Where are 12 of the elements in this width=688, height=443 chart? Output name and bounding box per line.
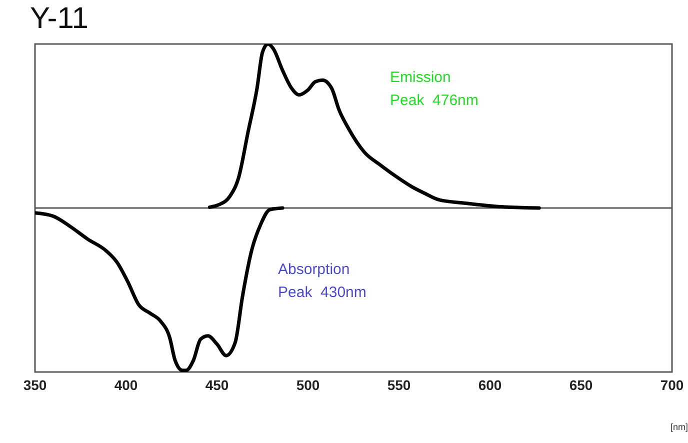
annotation: Absorption Peak 430nm xyxy=(278,260,366,303)
annotation: Emission Peak 476nm xyxy=(390,68,478,111)
chart-title: Y-11 xyxy=(30,2,88,36)
x-tick-label: 450 xyxy=(205,376,229,393)
x-tick-label: 400 xyxy=(114,376,138,393)
x-tick-label: 650 xyxy=(569,376,593,393)
x-tick-label: 600 xyxy=(478,376,502,393)
x-tick-label: 500 xyxy=(296,376,320,393)
x-tick-label: 350 xyxy=(23,376,47,393)
x-axis-title: [nm] xyxy=(670,422,688,432)
x-tick-label: 550 xyxy=(387,376,411,393)
x-tick-label: 700 xyxy=(660,376,684,393)
